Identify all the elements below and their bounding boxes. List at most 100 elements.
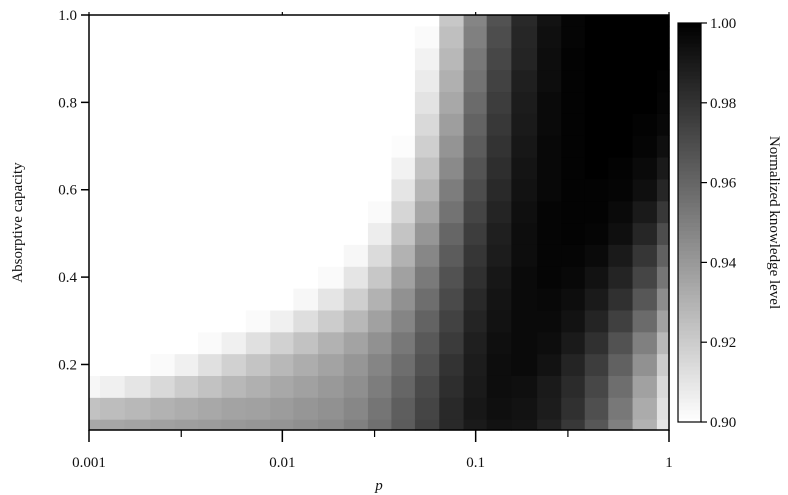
heatmap-cell bbox=[463, 353, 488, 376]
heatmap-cell bbox=[391, 91, 416, 114]
heatmap-cell bbox=[608, 397, 634, 420]
colorbar-band bbox=[678, 150, 701, 156]
heatmap-cell bbox=[608, 178, 634, 202]
heatmap-cell bbox=[584, 244, 609, 267]
heatmap-cell bbox=[632, 135, 658, 158]
colorbar-band bbox=[678, 378, 701, 383]
heatmap-cell bbox=[439, 156, 465, 180]
heatmap-cell bbox=[150, 200, 176, 224]
heatmap-cell bbox=[100, 69, 126, 93]
heatmap-cell bbox=[584, 309, 609, 333]
colorbar-frame bbox=[677, 22, 702, 423]
heatmap-cell bbox=[270, 309, 294, 333]
heatmap-cell bbox=[245, 266, 271, 289]
heatmap-cell bbox=[486, 244, 512, 267]
heatmap-cell bbox=[561, 419, 586, 431]
heatmap-cell bbox=[511, 266, 538, 289]
colorbar-band bbox=[678, 190, 701, 196]
heatmap-cell bbox=[367, 288, 393, 311]
colorbar-band bbox=[678, 110, 701, 116]
heatmap-cell bbox=[584, 353, 609, 376]
heatmap-cell bbox=[221, 135, 247, 158]
heatmap-cell bbox=[221, 397, 247, 420]
heatmap-cell bbox=[343, 200, 369, 224]
colorbar-band bbox=[678, 402, 701, 407]
heatmap-cell bbox=[561, 156, 586, 180]
colorbar-band bbox=[678, 410, 701, 415]
heatmap-cell bbox=[511, 47, 538, 71]
heatmap-cell bbox=[608, 244, 634, 267]
heatmap-cell bbox=[584, 15, 609, 27]
heatmap-cell bbox=[343, 419, 369, 431]
heatmap-cell bbox=[245, 25, 271, 49]
colorbar-band bbox=[678, 342, 701, 347]
heatmap-cell bbox=[89, 244, 101, 267]
colorbar-band bbox=[678, 82, 701, 88]
x-tick-label: 0.001 bbox=[72, 455, 106, 471]
heatmap-cell bbox=[391, 331, 416, 355]
heatmap-cell bbox=[537, 266, 562, 289]
heatmap-cell bbox=[318, 266, 345, 289]
plot-frame bbox=[88, 14, 670, 431]
heatmap-cell bbox=[463, 419, 488, 431]
heatmap-cell bbox=[537, 200, 562, 224]
heatmap-cell bbox=[174, 331, 199, 355]
heatmap-cell bbox=[293, 288, 319, 311]
heatmap-cell bbox=[124, 200, 152, 224]
heatmap-cell bbox=[124, 309, 152, 333]
colorbar-band bbox=[678, 354, 701, 359]
heatmap-cell bbox=[656, 69, 670, 93]
heatmap-cell bbox=[270, 353, 294, 376]
heatmap-cell bbox=[391, 353, 416, 376]
heatmap-cell bbox=[318, 178, 345, 202]
heatmap-cell bbox=[270, 156, 294, 180]
colorbar-band bbox=[678, 126, 701, 132]
heatmap-cell bbox=[414, 353, 440, 376]
heatmap-cell bbox=[343, 375, 369, 398]
heatmap-cell bbox=[124, 69, 152, 93]
heatmap-cell bbox=[270, 397, 294, 420]
heatmap-cell bbox=[318, 331, 345, 355]
heatmap-cell bbox=[293, 244, 319, 267]
heatmap-cell bbox=[632, 266, 658, 289]
colorbar-band bbox=[678, 162, 701, 168]
heatmap-cell bbox=[463, 375, 488, 398]
heatmap-cell bbox=[174, 288, 199, 311]
heatmap-cell bbox=[656, 397, 670, 420]
heatmap-cell bbox=[584, 135, 609, 158]
heatmap-cell bbox=[537, 178, 562, 202]
heatmap-cell bbox=[414, 200, 440, 224]
heatmap-cell bbox=[561, 25, 586, 49]
heatmap-cell bbox=[537, 91, 562, 114]
heatmap-cell bbox=[293, 309, 319, 333]
heatmap-cell bbox=[198, 309, 223, 333]
heatmap-cell bbox=[150, 25, 176, 49]
colorbar-band bbox=[678, 42, 701, 48]
heatmap-cell bbox=[174, 25, 199, 49]
colorbar-band bbox=[678, 362, 701, 367]
heatmap-cell bbox=[124, 288, 152, 311]
colorbar-band bbox=[678, 334, 701, 339]
plot-area bbox=[89, 15, 670, 431]
heatmap-cell bbox=[511, 69, 538, 93]
colorbar-band bbox=[678, 62, 701, 68]
colorbar-band bbox=[678, 358, 701, 363]
heatmap-cell bbox=[174, 156, 199, 180]
heatmap-cell bbox=[293, 25, 319, 49]
colorbar-tick-label: 0.90 bbox=[710, 415, 736, 431]
heatmap-cell bbox=[221, 331, 247, 355]
heatmap-cell bbox=[486, 353, 512, 376]
colorbar-band bbox=[678, 122, 701, 128]
heatmap-cell bbox=[391, 15, 416, 27]
heatmap-cell bbox=[270, 135, 294, 158]
heatmap-cell bbox=[632, 69, 658, 93]
heatmap-cell bbox=[608, 69, 634, 93]
heatmap-cell bbox=[89, 288, 101, 311]
heatmap-cell bbox=[367, 178, 393, 202]
heatmap-cell bbox=[100, 397, 126, 420]
heatmap-cell bbox=[561, 288, 586, 311]
heatmap-cell bbox=[632, 47, 658, 71]
heatmap-cell bbox=[124, 266, 152, 289]
heatmap-cell bbox=[89, 331, 101, 355]
heatmap-cell bbox=[632, 419, 658, 431]
